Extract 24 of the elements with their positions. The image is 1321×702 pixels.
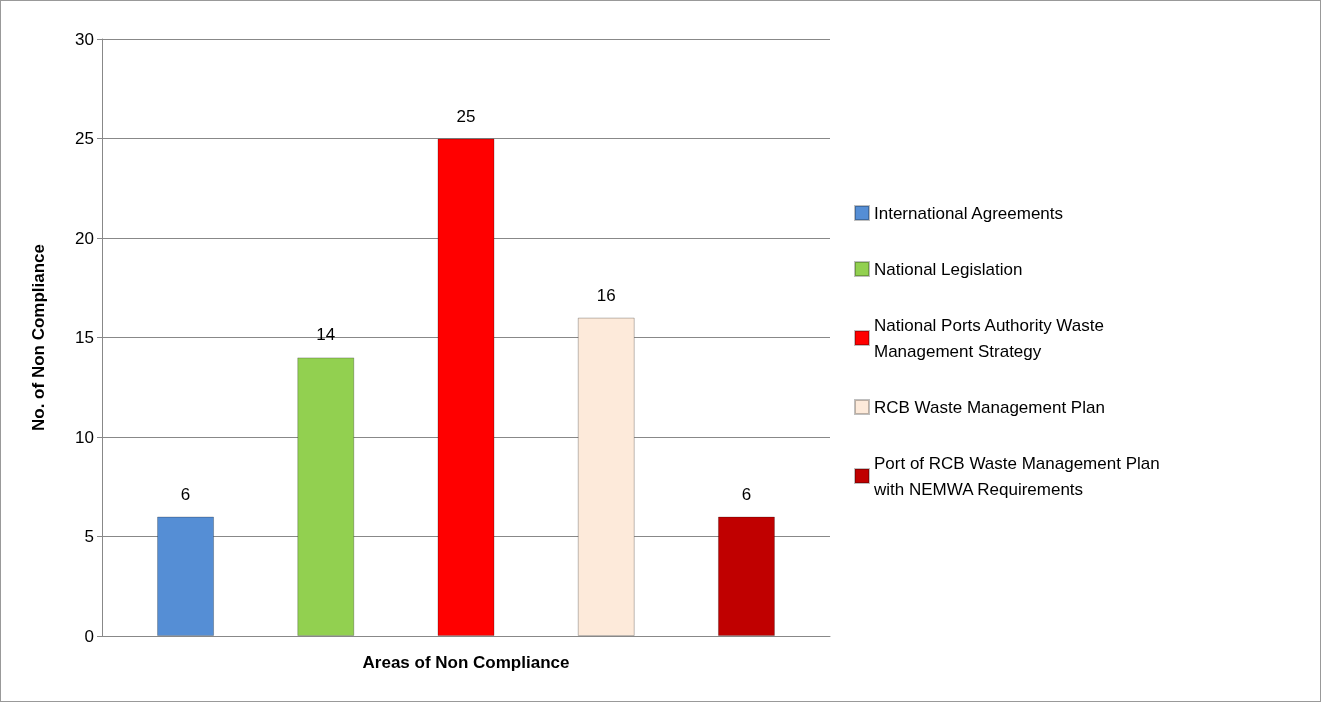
- legend-label: RCB Waste Management Plan: [874, 397, 1105, 417]
- y-tick-label: 10: [75, 427, 94, 447]
- x-axis-title: Areas of Non Compliance: [362, 653, 570, 672]
- data-label: 16: [596, 285, 616, 305]
- y-tick-label: 15: [75, 328, 94, 347]
- bar: [157, 516, 215, 636]
- y-tick-label: 30: [75, 29, 94, 49]
- y-tick-label: 25: [75, 129, 94, 148]
- y-axis-title: No. of Non Compliance: [29, 244, 48, 431]
- y-tick-label: 0: [84, 626, 94, 646]
- y-tick-label: 20: [75, 228, 94, 248]
- bar: [297, 357, 355, 636]
- data-label: 14: [316, 325, 336, 345]
- legend-label: National Legislation: [874, 259, 1023, 279]
- legend-label: National Ports Authority Waste Management Strategy: [874, 315, 1109, 361]
- data-label: 6: [180, 484, 191, 504]
- legend-label: International Agreements: [874, 203, 1064, 223]
- bar: [717, 516, 775, 636]
- data-label: 25: [456, 106, 476, 126]
- legend-label: Port of RCB Waste Management Plan with NEMWA Requirements: [873, 453, 1165, 499]
- y-tick-label: 5: [84, 527, 94, 546]
- data-label: 6: [741, 484, 752, 504]
- bar: [437, 138, 495, 636]
- bar: [577, 317, 635, 636]
